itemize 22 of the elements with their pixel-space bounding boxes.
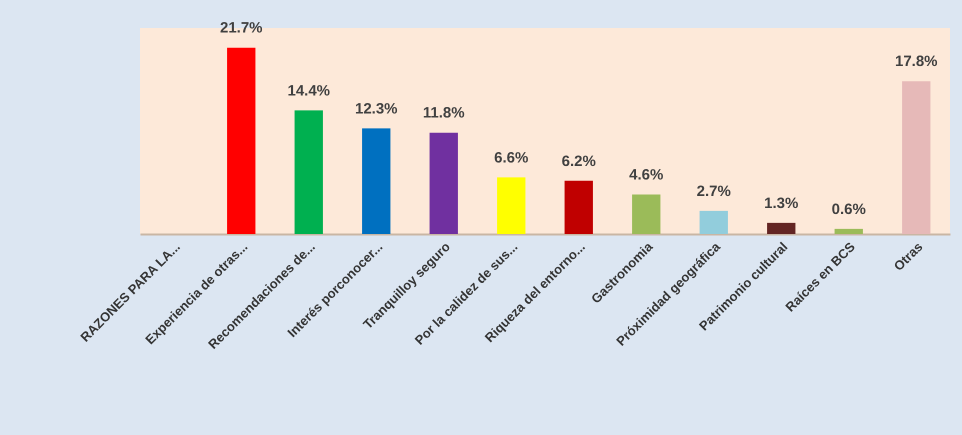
- data-label: 6.6%: [494, 149, 528, 166]
- data-label: 14.4%: [287, 82, 330, 100]
- data-label: 12.3%: [354, 100, 398, 118]
- bar: [632, 194, 660, 234]
- bar: [834, 228, 863, 234]
- data-label: 6.2%: [562, 152, 596, 170]
- data-label: 17.8%: [894, 53, 938, 70]
- data-label: 2.7%: [696, 182, 731, 200]
- data-label: 11.8%: [422, 104, 465, 122]
- bar: [497, 177, 526, 234]
- bar: [700, 210, 728, 234]
- bar: [902, 81, 930, 234]
- bar: [362, 128, 390, 234]
- bar: [294, 110, 323, 234]
- data-label: 0.6%: [832, 200, 866, 218]
- data-label: 1.3%: [764, 194, 798, 212]
- data-label: 21.7%: [220, 20, 263, 37]
- bar: [227, 48, 256, 234]
- bar: [430, 132, 458, 234]
- bar: [767, 222, 796, 234]
- data-label: 4.6%: [629, 166, 664, 184]
- bar: [564, 180, 593, 234]
